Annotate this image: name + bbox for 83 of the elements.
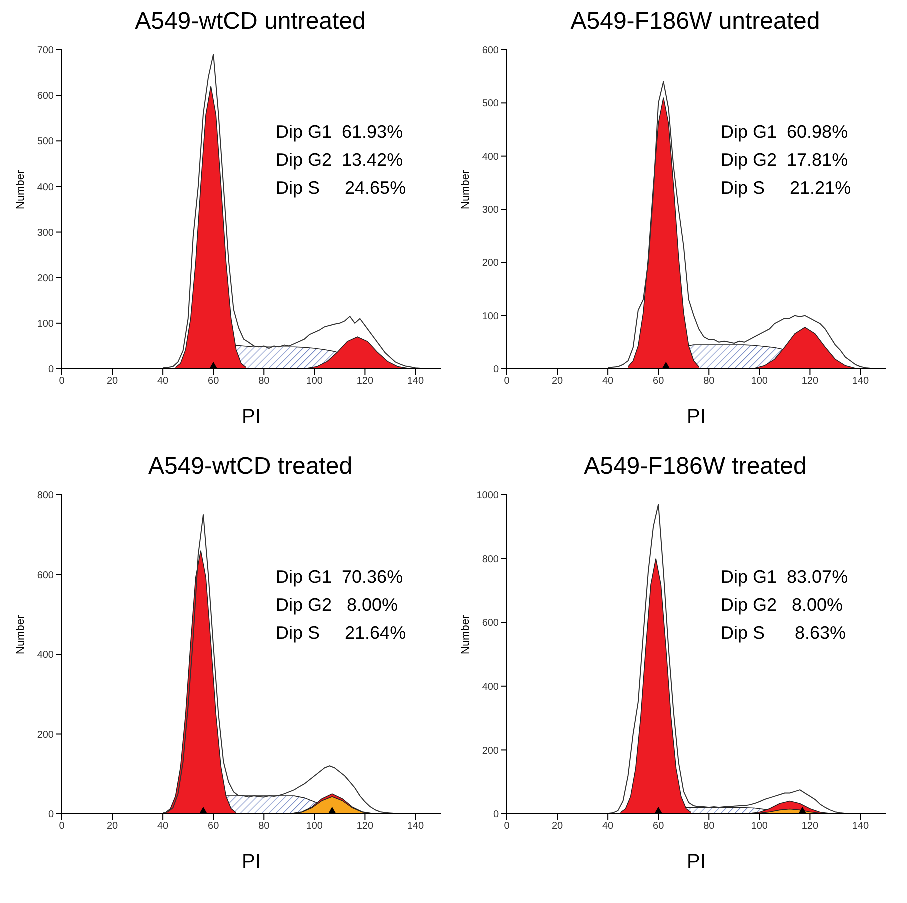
- annotation: Dip G1 60.98%: [721, 121, 850, 144]
- x-tick-label: 120: [356, 821, 374, 832]
- x-tick-label: 0: [504, 821, 510, 832]
- x-tick-label: 100: [751, 821, 768, 832]
- x-tick-label: 80: [704, 376, 716, 388]
- annotation: Dip S 21.21%: [721, 177, 852, 200]
- y-tick-label: 600: [482, 618, 500, 630]
- x-tick-label: 60: [208, 821, 220, 832]
- y-tick-label: 100: [482, 311, 500, 322]
- x-tick-label: 100: [306, 821, 324, 832]
- y-tick-label: 0: [48, 364, 54, 376]
- x-tick-label: 80: [704, 821, 716, 832]
- x-tick-label: 0: [504, 376, 510, 388]
- y-tick-label: 200: [482, 258, 500, 270]
- y-axis-title: Number: [14, 615, 27, 654]
- x-axis-title: PI: [687, 851, 706, 873]
- x-tick-label: 140: [407, 821, 425, 832]
- annotation: Dip G2 8.00%: [721, 594, 844, 617]
- x-tick-label: 140: [852, 376, 870, 388]
- annotation: Dip S 21.64%: [276, 622, 406, 645]
- x-tick-label: 140: [407, 376, 425, 388]
- y-tick-label: 1000: [476, 490, 500, 502]
- annotation: Dip G1 83.07%: [721, 566, 848, 589]
- x-tick-label: 20: [552, 821, 564, 832]
- x-tick-label: 100: [751, 376, 768, 388]
- y-tick-label: 300: [37, 228, 54, 239]
- y-tick-label: 0: [493, 364, 500, 376]
- annotation: Dip G1 61.93%: [276, 121, 404, 144]
- y-tick-label: 400: [37, 650, 54, 662]
- x-tick-label: 40: [158, 821, 170, 832]
- x-tick-label: 120: [356, 376, 374, 388]
- y-axis-title: Number: [14, 170, 27, 210]
- y-tick-label: 400: [482, 152, 500, 163]
- chart-title: A549-wtCD treated: [147, 453, 354, 482]
- line-series: [608, 81, 876, 369]
- x-tick-label: 120: [802, 376, 819, 388]
- y-tick-label: 400: [482, 682, 500, 693]
- annotation: Dip S 8.63%: [721, 622, 848, 645]
- x-tick-label: 100: [306, 376, 324, 388]
- annotation: Dip G2 8.00%: [276, 594, 400, 617]
- x-tick-label: 20: [552, 376, 564, 388]
- annotation: Dip G2 13.42%: [276, 149, 404, 172]
- y-tick-label: 800: [37, 490, 54, 502]
- x-axis-title: PI: [242, 851, 261, 873]
- x-tick-label: 40: [602, 821, 614, 832]
- y-tick-label: 200: [37, 273, 54, 284]
- x-tick-label: 60: [653, 821, 665, 832]
- y-tick-label: 200: [482, 746, 500, 757]
- x-axis-title: PI: [242, 406, 261, 428]
- x-tick-label: 20: [106, 821, 119, 832]
- y-tick-label: 600: [37, 91, 54, 102]
- y-tick-label: 800: [482, 554, 500, 566]
- x-tick-label: 120: [802, 821, 819, 832]
- y-tick-label: 400: [37, 182, 54, 194]
- x-tick-label: 60: [208, 376, 220, 388]
- x-tick-label: 80: [258, 821, 270, 832]
- annotation: Dip G2 17.81%: [721, 149, 850, 172]
- x-tick-label: 40: [158, 376, 170, 388]
- x-tick-label: 0: [59, 821, 66, 832]
- y-tick-label: 600: [37, 570, 54, 582]
- chart-title: A549-wtCD untreated: [134, 8, 367, 37]
- annotation: Dip S 24.65%: [276, 177, 406, 200]
- y-tick-label: 300: [482, 205, 500, 216]
- chart-title: A549-F186W untreated: [570, 8, 822, 37]
- x-tick-label: 140: [852, 821, 870, 832]
- y-tick-label: 700: [37, 46, 54, 57]
- y-tick-label: 0: [493, 810, 500, 821]
- x-tick-label: 40: [602, 376, 614, 388]
- x-axis-title: PI: [687, 406, 706, 428]
- x-tick-label: 60: [653, 376, 665, 388]
- x-tick-label: 80: [258, 376, 270, 388]
- y-tick-label: 500: [37, 136, 54, 148]
- x-tick-label: 20: [106, 376, 119, 388]
- y-axis-title: Number: [460, 615, 472, 654]
- y-tick-label: 500: [482, 98, 500, 110]
- y-tick-label: 100: [37, 318, 54, 330]
- annotation: Dip G1 70.36%: [276, 566, 404, 589]
- y-tick-label: 0: [48, 810, 54, 821]
- y-tick-label: 200: [37, 730, 54, 741]
- y-tick-label: 600: [482, 46, 500, 57]
- x-tick-label: 0: [59, 376, 66, 388]
- y-axis-title: Number: [460, 170, 472, 210]
- chart-title: A549-F186W treated: [583, 453, 808, 482]
